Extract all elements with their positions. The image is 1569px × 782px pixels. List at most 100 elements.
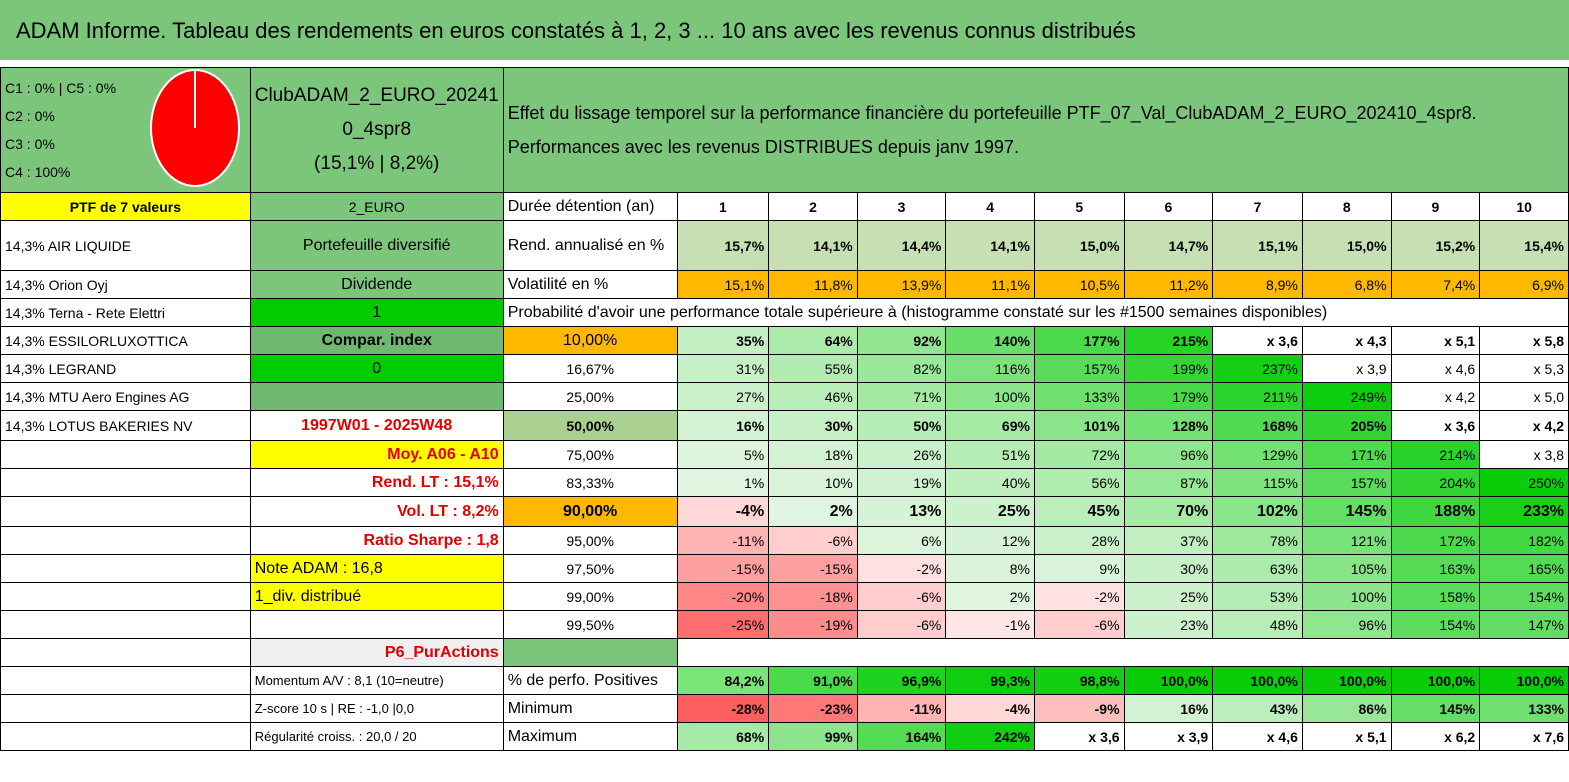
stat-cell: x 5,1 <box>1301 722 1392 751</box>
prob-cell: 168% <box>1212 410 1303 441</box>
prob-cell: 18% <box>768 440 858 469</box>
holding-7: 14,3% LOTUS BAKERIES NV <box>0 410 251 441</box>
prob-cell: 154% <box>1479 582 1569 611</box>
prob-cell: 2% <box>768 496 858 527</box>
prob-cell: 46% <box>768 382 858 411</box>
prob-cell: 250% <box>1479 468 1569 497</box>
prob-cell: 48% <box>1212 610 1303 639</box>
empty-cell <box>0 638 251 667</box>
prob-level: 99,00% <box>502 582 678 611</box>
prob-cell: 211% <box>1212 382 1303 411</box>
empty-cell <box>0 468 251 497</box>
prob-cell: 163% <box>1390 554 1481 583</box>
prob-cell: 145% <box>1301 496 1392 527</box>
stat-cell: 145% <box>1390 694 1481 723</box>
empty-band <box>676 638 1569 667</box>
description-line1: Effet du lissage temporel sur la perform… <box>507 103 1477 123</box>
prob-cell: 116% <box>945 354 1035 383</box>
stat-cell: x 4,6 <box>1212 722 1303 751</box>
regularite-label: Régularité croiss. : 20,0 / 20 <box>249 722 504 751</box>
prob-cell: 233% <box>1479 496 1569 527</box>
prob-cell: 28% <box>1033 526 1125 555</box>
year-4: 4 <box>945 192 1035 221</box>
club-stats: (15,1% | 8,2%) <box>314 153 440 174</box>
dividend-flag-value[interactable]: 1 <box>249 298 504 327</box>
prob-cell: -18% <box>768 582 858 611</box>
prob-cell: x 5,8 <box>1479 326 1569 355</box>
prob-cell: x 3,6 <box>1212 326 1303 355</box>
year-1: 1 <box>676 192 770 221</box>
prob-cell: -2% <box>856 554 947 583</box>
prob-cell: 70% <box>1123 496 1214 527</box>
prob-level: 95,00% <box>502 526 678 555</box>
probability-header: Probabilité d'avoir une performance tota… <box>502 298 1569 327</box>
stat-cell: 43% <box>1212 694 1303 723</box>
prob-cell: 101% <box>1033 410 1125 441</box>
stat-cell: 99,3% <box>945 666 1035 695</box>
prob-cell: 50% <box>856 410 947 441</box>
stat-cell: 68% <box>676 722 770 751</box>
holding-3: 14,3% Terna - Rete Elettri <box>0 298 251 327</box>
stat-cell: x 6,2 <box>1390 722 1481 751</box>
vol-value: 8,9% <box>1212 270 1303 299</box>
description-cell: Effet du lissage temporel sur la perform… <box>502 67 1569 193</box>
alloc-c3: C3 : 0% <box>5 136 55 152</box>
prob-level: 16,67% <box>502 354 678 383</box>
prob-cell: -1% <box>945 610 1035 639</box>
minimum-label: Minimum <box>502 694 678 723</box>
euro-label: 2_EURO <box>249 192 504 221</box>
holding-1: 14,3% AIR LIQUIDE <box>0 220 251 271</box>
year-7: 7 <box>1212 192 1303 221</box>
prob-cell: 5% <box>676 440 770 469</box>
rend-value: 15,7% <box>676 220 770 271</box>
stat-cell: x 3,6 <box>1033 722 1125 751</box>
rend-value: 15,0% <box>1301 220 1392 271</box>
prob-cell: x 4,2 <box>1479 410 1569 441</box>
prob-cell: 188% <box>1390 496 1481 527</box>
rend-lt-label: Rend. LT : 15,1% <box>249 468 504 497</box>
club-name-line2: 0_4spr8 <box>342 119 412 140</box>
prob-cell: 25% <box>945 496 1035 527</box>
prob-cell: 78% <box>1212 526 1303 555</box>
prob-level: 10,00% <box>502 326 678 355</box>
moy-label: Moy. A06 - A10 <box>249 440 504 469</box>
prob-cell: 8% <box>945 554 1035 583</box>
empty-cell <box>0 582 251 611</box>
prob-cell: 140% <box>945 326 1035 355</box>
prob-cell: 19% <box>856 468 947 497</box>
empty-green-cell <box>502 638 678 667</box>
maximum-label: Maximum <box>502 722 678 751</box>
stat-cell: -23% <box>768 694 858 723</box>
prob-cell: 115% <box>1212 468 1303 497</box>
rend-value: 14,7% <box>1123 220 1214 271</box>
stat-cell: -4% <box>945 694 1035 723</box>
stat-cell: 100,0% <box>1479 666 1569 695</box>
vol-value: 15,1% <box>676 270 770 299</box>
prob-cell: 6% <box>856 526 947 555</box>
holding-2: 14,3% Orion Oyj <box>0 270 251 299</box>
empty-cell <box>0 694 251 723</box>
prob-cell: 96% <box>1123 440 1214 469</box>
ptf-label: PTF de 7 valeurs <box>0 192 251 221</box>
compar-index-label: Compar. index <box>249 326 504 355</box>
momentum-label: Momentum A/V : 8,1 (10=neutre) <box>249 666 504 695</box>
prob-cell: 9% <box>1033 554 1125 583</box>
prob-cell: -20% <box>676 582 770 611</box>
prob-cell: 1% <box>676 468 770 497</box>
stat-cell: 100,0% <box>1212 666 1303 695</box>
period-label: 1997W01 - 2025W48 <box>249 410 504 441</box>
prob-cell: x 5,0 <box>1479 382 1569 411</box>
stat-cell: 16% <box>1123 694 1214 723</box>
prob-cell: -15% <box>768 554 858 583</box>
prob-cell: 199% <box>1123 354 1214 383</box>
portefeuille-label: Portefeuille diversifié <box>249 220 504 271</box>
prob-cell: 157% <box>1033 354 1125 383</box>
compar-index-value[interactable]: 0 <box>249 354 504 383</box>
rend-value: 15,0% <box>1033 220 1125 271</box>
year-5: 5 <box>1033 192 1125 221</box>
empty-green-cell <box>249 382 504 411</box>
title-divider <box>0 60 1569 67</box>
stat-cell: 96,9% <box>856 666 947 695</box>
prob-cell: 82% <box>856 354 947 383</box>
prob-cell: -19% <box>768 610 858 639</box>
